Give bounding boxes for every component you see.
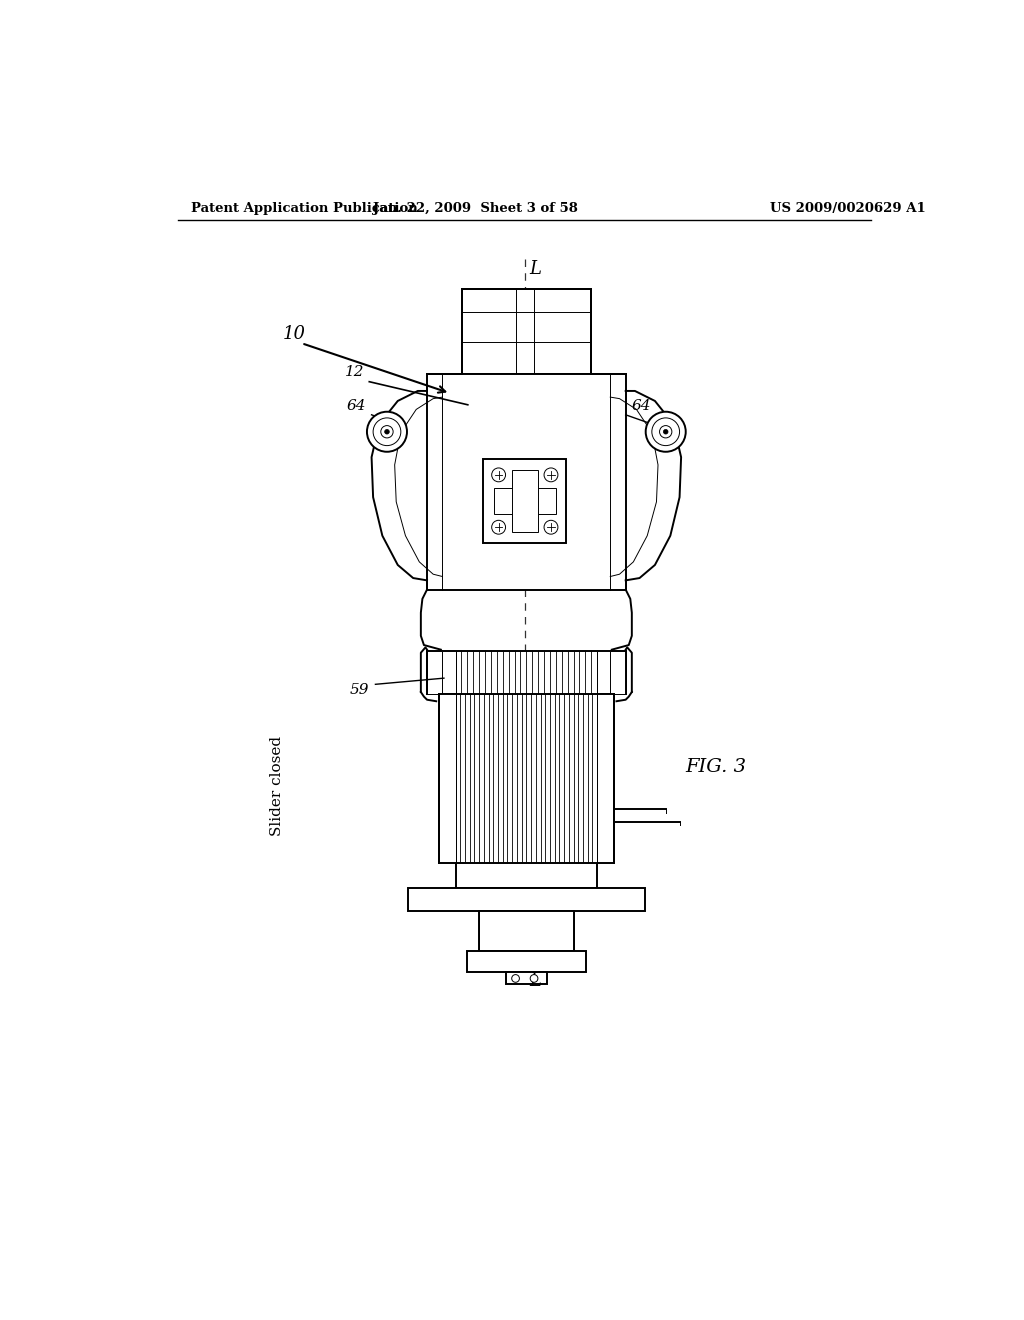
Text: Patent Application Publication: Patent Application Publication <box>190 202 418 215</box>
Bar <box>483 459 566 543</box>
Bar <box>427 651 626 693</box>
Bar <box>512 470 538 532</box>
Bar <box>456 693 597 863</box>
Circle shape <box>381 425 393 438</box>
Circle shape <box>659 425 672 438</box>
Bar <box>462 289 591 374</box>
Bar <box>427 374 626 590</box>
Text: 59: 59 <box>350 684 370 697</box>
Text: Slider closed: Slider closed <box>270 735 284 836</box>
Text: 64: 64 <box>631 399 650 413</box>
Text: 12: 12 <box>345 366 365 379</box>
Bar <box>478 911 574 950</box>
Circle shape <box>385 429 389 434</box>
Circle shape <box>530 974 538 982</box>
Bar <box>456 651 597 693</box>
Bar <box>494 488 556 515</box>
Text: US 2009/0020629 A1: US 2009/0020629 A1 <box>770 202 926 215</box>
Bar <box>427 651 442 693</box>
Circle shape <box>367 412 407 451</box>
Text: L: L <box>529 972 542 990</box>
Circle shape <box>492 520 506 535</box>
Circle shape <box>544 520 558 535</box>
Text: 10: 10 <box>283 325 305 343</box>
Bar <box>438 693 614 863</box>
Circle shape <box>492 469 506 482</box>
Circle shape <box>652 418 680 446</box>
Bar <box>408 887 645 911</box>
Bar <box>467 950 586 973</box>
Bar <box>506 973 547 983</box>
Circle shape <box>512 974 519 982</box>
Bar <box>610 651 626 693</box>
Text: L: L <box>529 260 542 277</box>
Circle shape <box>373 418 400 446</box>
Circle shape <box>646 412 686 451</box>
Bar <box>462 289 591 374</box>
Text: FIG. 3: FIG. 3 <box>685 758 745 776</box>
Text: Jan. 22, 2009  Sheet 3 of 58: Jan. 22, 2009 Sheet 3 of 58 <box>373 202 578 215</box>
Circle shape <box>544 469 558 482</box>
Bar <box>515 289 535 374</box>
Circle shape <box>664 429 668 434</box>
Text: 64: 64 <box>347 399 367 413</box>
Bar <box>456 863 597 887</box>
